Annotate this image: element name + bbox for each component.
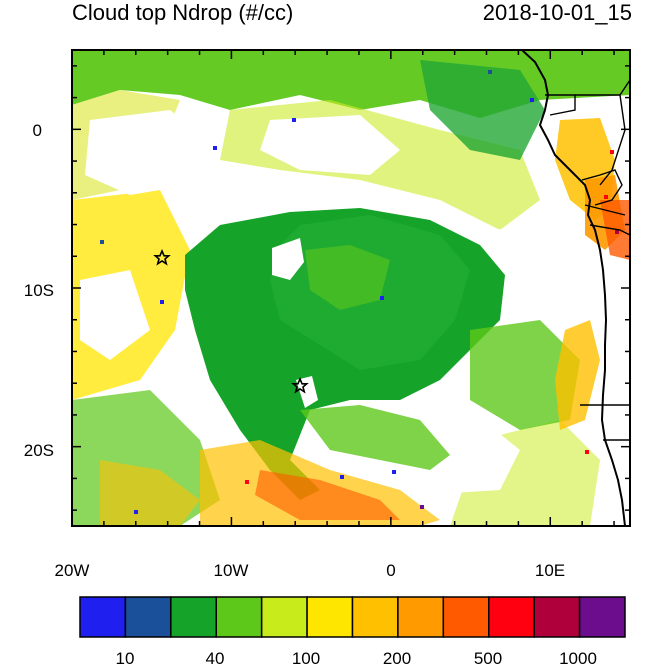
colorbar bbox=[79, 596, 626, 638]
colorbar-label-10: 10 bbox=[116, 649, 135, 667]
y-tick-label-10s: 10S bbox=[24, 281, 54, 300]
x-tick-label-10w: 10W bbox=[214, 561, 249, 580]
stratocumulus-deck bbox=[185, 208, 580, 500]
colorbar-label-200: 200 bbox=[383, 649, 411, 667]
speckle-dots bbox=[100, 70, 619, 514]
colorbar-swatch bbox=[488, 596, 535, 638]
coastal-high-ndrop bbox=[100, 118, 630, 526]
colorbar-swatch bbox=[442, 596, 490, 638]
x-tick-label-10e: 10E bbox=[535, 561, 565, 580]
colorbar-swatch bbox=[260, 596, 308, 638]
map-plot-area bbox=[72, 50, 630, 526]
x-tick-label-20w: 20W bbox=[55, 561, 90, 580]
map-title: Cloud top Ndrop (#/cc) bbox=[72, 0, 294, 25]
colorbar-swatch bbox=[533, 596, 581, 638]
map-timestamp: 2018-10-01_15 bbox=[482, 0, 632, 25]
colorbar-swatch bbox=[306, 596, 354, 638]
colorbar-swatch bbox=[124, 596, 172, 638]
x-tick-label-0: 0 bbox=[386, 561, 395, 580]
coastline bbox=[521, 50, 626, 526]
colorbar-swatch bbox=[397, 596, 445, 638]
colorbar-swatch bbox=[170, 596, 217, 638]
star-marker bbox=[291, 377, 309, 394]
colorbar-label-40: 40 bbox=[206, 649, 225, 667]
colorbar-label-100: 100 bbox=[292, 649, 320, 667]
star-marker bbox=[153, 249, 171, 266]
colorbar-swatch bbox=[578, 596, 626, 638]
colorbar-swatch bbox=[79, 596, 127, 638]
colorbar-swatch bbox=[351, 596, 399, 638]
y-tick-label-20s: 20S bbox=[24, 441, 54, 460]
colorbar-swatch bbox=[215, 596, 263, 638]
colorbar-label-500: 500 bbox=[474, 649, 502, 667]
colorbar-label-1000: 1000 bbox=[559, 649, 597, 667]
axis-ticks bbox=[71, 50, 630, 526]
y-tick-label-0: 0 bbox=[33, 121, 42, 140]
country-borders bbox=[545, 79, 630, 441]
